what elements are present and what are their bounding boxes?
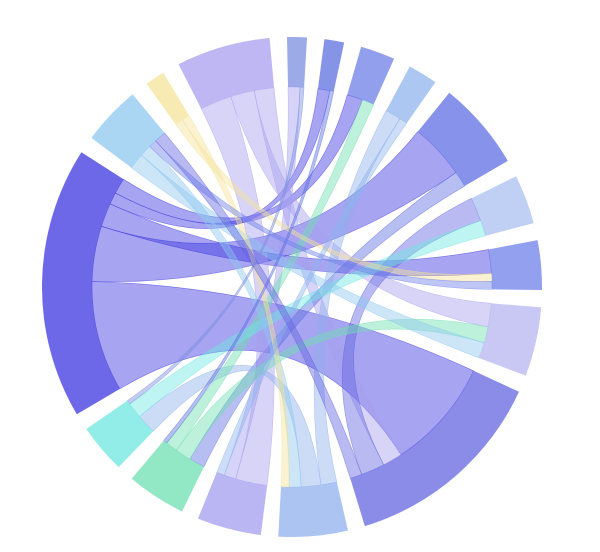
chord-ribbon bbox=[189, 172, 466, 468]
group-arc bbox=[278, 481, 348, 537]
group-arc bbox=[287, 37, 308, 88]
chord-ribbon bbox=[131, 154, 485, 359]
group-arc bbox=[42, 152, 124, 415]
group-arc bbox=[471, 176, 534, 236]
group-arc bbox=[197, 472, 268, 536]
group-arc bbox=[347, 46, 395, 105]
chord-ribbon bbox=[253, 87, 402, 466]
group-arc bbox=[86, 400, 154, 468]
group-arc bbox=[478, 303, 542, 376]
group-arc bbox=[417, 92, 508, 187]
chord-ribbon bbox=[163, 90, 335, 444]
group-arc bbox=[178, 38, 275, 109]
group-arc bbox=[146, 72, 190, 125]
chord-ribbon bbox=[216, 118, 408, 476]
group-arc bbox=[350, 370, 519, 527]
group-arc bbox=[317, 39, 345, 92]
group-arc bbox=[91, 94, 165, 168]
group-arc bbox=[386, 66, 436, 124]
group-arc bbox=[488, 240, 543, 290]
group-arc bbox=[131, 440, 205, 512]
